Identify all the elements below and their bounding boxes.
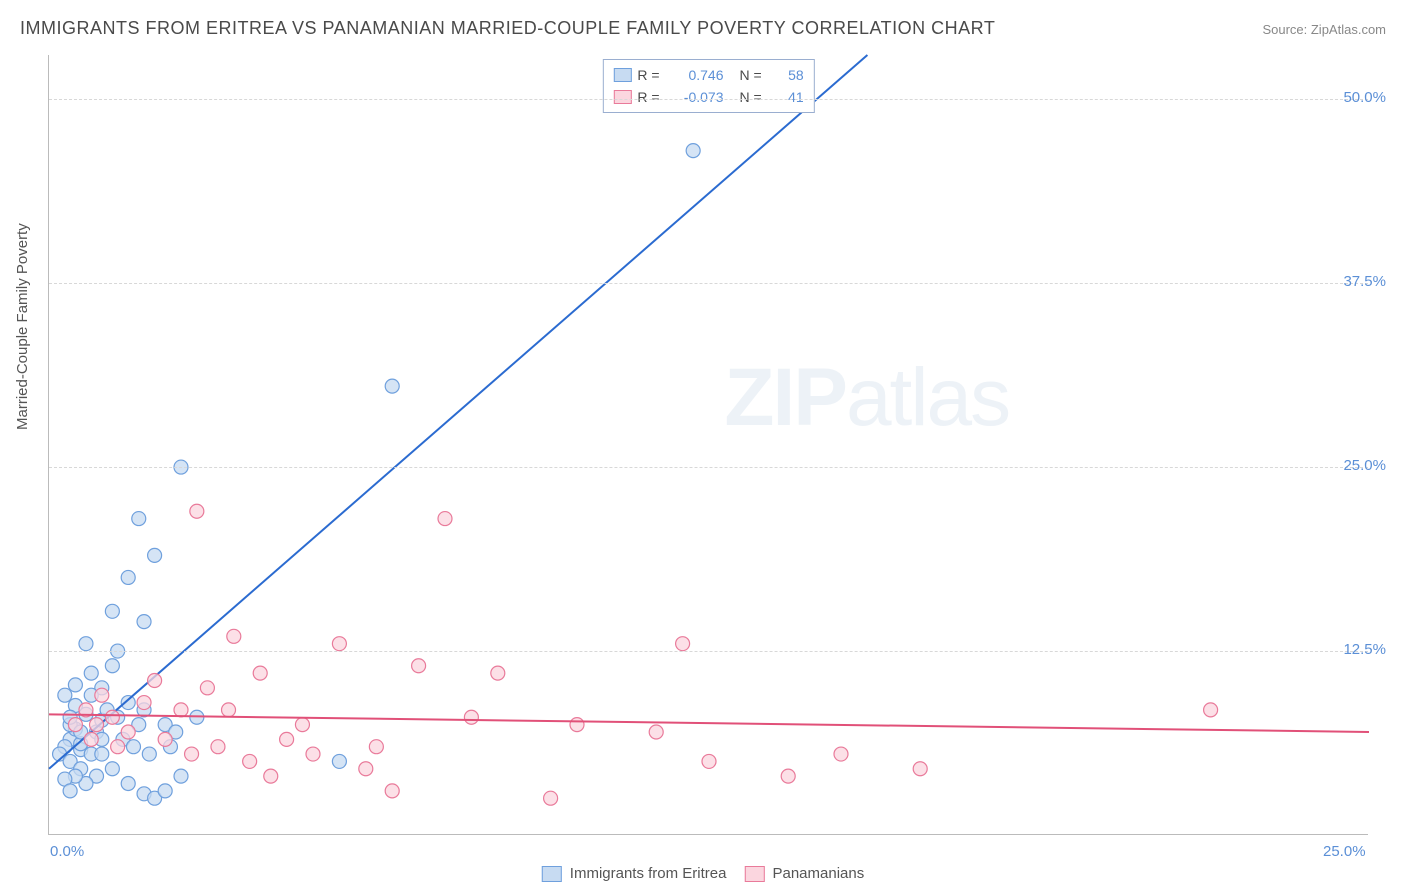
- data-point-eritrea: [148, 548, 162, 562]
- data-point-panamanians: [158, 732, 172, 746]
- data-point-panamanians: [95, 688, 109, 702]
- source-attribution: Source: ZipAtlas.com: [1262, 22, 1386, 37]
- data-point-panamanians: [702, 754, 716, 768]
- legend-swatch-panamanians: [613, 90, 631, 104]
- legend-row-eritrea: R = 0.746 N = 58: [613, 64, 803, 86]
- data-point-eritrea: [79, 637, 93, 651]
- y-axis-title: Married-Couple Family Poverty: [14, 223, 31, 430]
- legend-row-panamanians: R = -0.073 N = 41: [613, 86, 803, 108]
- trend-line-panamanians: [49, 714, 1369, 732]
- data-point-panamanians: [185, 747, 199, 761]
- legend-n-label: N =: [740, 64, 762, 86]
- legend-n-label: N =: [740, 86, 762, 108]
- trend-line-eritrea: [49, 55, 867, 769]
- data-point-eritrea: [137, 615, 151, 629]
- data-point-panamanians: [211, 740, 225, 754]
- data-point-panamanians: [834, 747, 848, 761]
- scatter-plot-svg: [49, 55, 1368, 834]
- data-point-panamanians: [137, 696, 151, 710]
- data-point-panamanians: [227, 629, 241, 643]
- y-tick-label: 50.0%: [1343, 89, 1386, 106]
- data-point-panamanians: [369, 740, 383, 754]
- footer-legend-label: Immigrants from Eritrea: [570, 865, 727, 882]
- data-point-panamanians: [385, 784, 399, 798]
- data-point-eritrea: [121, 696, 135, 710]
- legend-swatch-eritrea: [613, 68, 631, 82]
- legend-r-label: R =: [637, 86, 659, 108]
- y-tick-label: 12.5%: [1343, 641, 1386, 658]
- legend-r-value: 0.746: [674, 64, 724, 86]
- legend-r-value: -0.073: [674, 86, 724, 108]
- data-point-eritrea: [385, 379, 399, 393]
- data-point-panamanians: [464, 710, 478, 724]
- data-point-panamanians: [781, 769, 795, 783]
- chart-plot-area: ZIPatlas R =0.746N =58R =-0.073N =41: [48, 55, 1368, 835]
- x-tick-label: 25.0%: [1323, 843, 1366, 860]
- data-point-panamanians: [243, 754, 257, 768]
- data-point-eritrea: [58, 688, 72, 702]
- gridline: [49, 651, 1368, 652]
- data-point-eritrea: [174, 769, 188, 783]
- legend-n-value: 41: [776, 86, 804, 108]
- y-tick-label: 37.5%: [1343, 273, 1386, 290]
- data-point-panamanians: [105, 710, 119, 724]
- data-point-panamanians: [84, 732, 98, 746]
- data-point-panamanians: [200, 681, 214, 695]
- data-point-panamanians: [306, 747, 320, 761]
- data-point-eritrea: [142, 747, 156, 761]
- data-point-panamanians: [544, 791, 558, 805]
- footer-swatch-eritrea: [542, 866, 562, 882]
- data-point-eritrea: [95, 747, 109, 761]
- data-point-eritrea: [332, 754, 346, 768]
- footer-legend-label: Panamanians: [772, 865, 864, 882]
- data-point-panamanians: [412, 659, 426, 673]
- data-point-panamanians: [90, 718, 104, 732]
- data-point-panamanians: [491, 666, 505, 680]
- data-point-eritrea: [105, 604, 119, 618]
- data-point-panamanians: [649, 725, 663, 739]
- data-point-panamanians: [913, 762, 927, 776]
- data-point-eritrea: [686, 144, 700, 158]
- data-point-panamanians: [295, 718, 309, 732]
- data-point-panamanians: [1204, 703, 1218, 717]
- gridline: [49, 467, 1368, 468]
- data-point-eritrea: [126, 740, 140, 754]
- x-tick-label: 0.0%: [50, 843, 84, 860]
- data-point-eritrea: [121, 570, 135, 584]
- legend-r-label: R =: [637, 64, 659, 86]
- data-point-panamanians: [121, 725, 135, 739]
- data-point-panamanians: [253, 666, 267, 680]
- data-point-panamanians: [148, 673, 162, 687]
- data-point-panamanians: [68, 718, 82, 732]
- data-point-eritrea: [121, 776, 135, 790]
- data-point-panamanians: [280, 732, 294, 746]
- data-point-panamanians: [264, 769, 278, 783]
- data-point-panamanians: [174, 703, 188, 717]
- footer-legend-item-eritrea: Immigrants from Eritrea: [542, 865, 727, 882]
- legend-n-value: 58: [776, 64, 804, 86]
- gridline: [49, 283, 1368, 284]
- data-point-eritrea: [105, 659, 119, 673]
- data-point-eritrea: [105, 762, 119, 776]
- data-point-panamanians: [359, 762, 373, 776]
- data-point-eritrea: [68, 678, 82, 692]
- data-point-panamanians: [676, 637, 690, 651]
- data-point-eritrea: [158, 784, 172, 798]
- data-point-eritrea: [132, 512, 146, 526]
- data-point-panamanians: [190, 504, 204, 518]
- gridline: [49, 99, 1368, 100]
- footer-legend-item-panamanians: Panamanians: [744, 865, 864, 882]
- chart-title: IMMIGRANTS FROM ERITREA VS PANAMANIAN MA…: [20, 18, 995, 39]
- footer-swatch-panamanians: [744, 866, 764, 882]
- correlation-legend: R = 0.746 N = 58 R = -0.073 N = 41: [602, 59, 814, 113]
- data-point-panamanians: [111, 740, 125, 754]
- data-point-panamanians: [222, 703, 236, 717]
- data-point-eritrea: [84, 666, 98, 680]
- series-legend: Immigrants from Eritrea Panamanians: [542, 865, 864, 882]
- data-point-panamanians: [332, 637, 346, 651]
- y-tick-label: 25.0%: [1343, 457, 1386, 474]
- data-point-eritrea: [63, 784, 77, 798]
- data-point-panamanians: [570, 718, 584, 732]
- data-point-panamanians: [438, 512, 452, 526]
